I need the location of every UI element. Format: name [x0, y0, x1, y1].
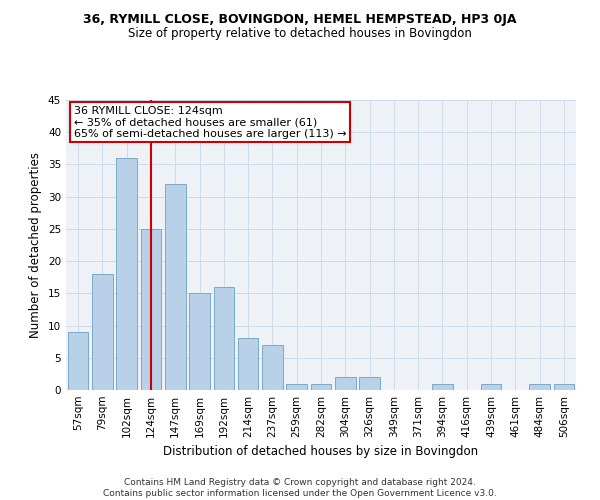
- Bar: [335, 377, 356, 390]
- Bar: [286, 384, 307, 390]
- Bar: [481, 384, 502, 390]
- Y-axis label: Number of detached properties: Number of detached properties: [29, 152, 43, 338]
- Bar: [92, 274, 113, 390]
- Bar: [140, 229, 161, 390]
- Bar: [262, 345, 283, 390]
- Bar: [165, 184, 185, 390]
- X-axis label: Distribution of detached houses by size in Bovingdon: Distribution of detached houses by size …: [163, 446, 479, 458]
- Bar: [238, 338, 259, 390]
- Bar: [359, 377, 380, 390]
- Bar: [68, 332, 88, 390]
- Bar: [214, 287, 234, 390]
- Bar: [116, 158, 137, 390]
- Bar: [432, 384, 453, 390]
- Text: Contains HM Land Registry data © Crown copyright and database right 2024.
Contai: Contains HM Land Registry data © Crown c…: [103, 478, 497, 498]
- Bar: [529, 384, 550, 390]
- Text: 36 RYMILL CLOSE: 124sqm
← 35% of detached houses are smaller (61)
65% of semi-de: 36 RYMILL CLOSE: 124sqm ← 35% of detache…: [74, 106, 346, 139]
- Text: Size of property relative to detached houses in Bovingdon: Size of property relative to detached ho…: [128, 28, 472, 40]
- Bar: [554, 384, 574, 390]
- Bar: [311, 384, 331, 390]
- Bar: [189, 294, 210, 390]
- Text: 36, RYMILL CLOSE, BOVINGDON, HEMEL HEMPSTEAD, HP3 0JA: 36, RYMILL CLOSE, BOVINGDON, HEMEL HEMPS…: [83, 12, 517, 26]
